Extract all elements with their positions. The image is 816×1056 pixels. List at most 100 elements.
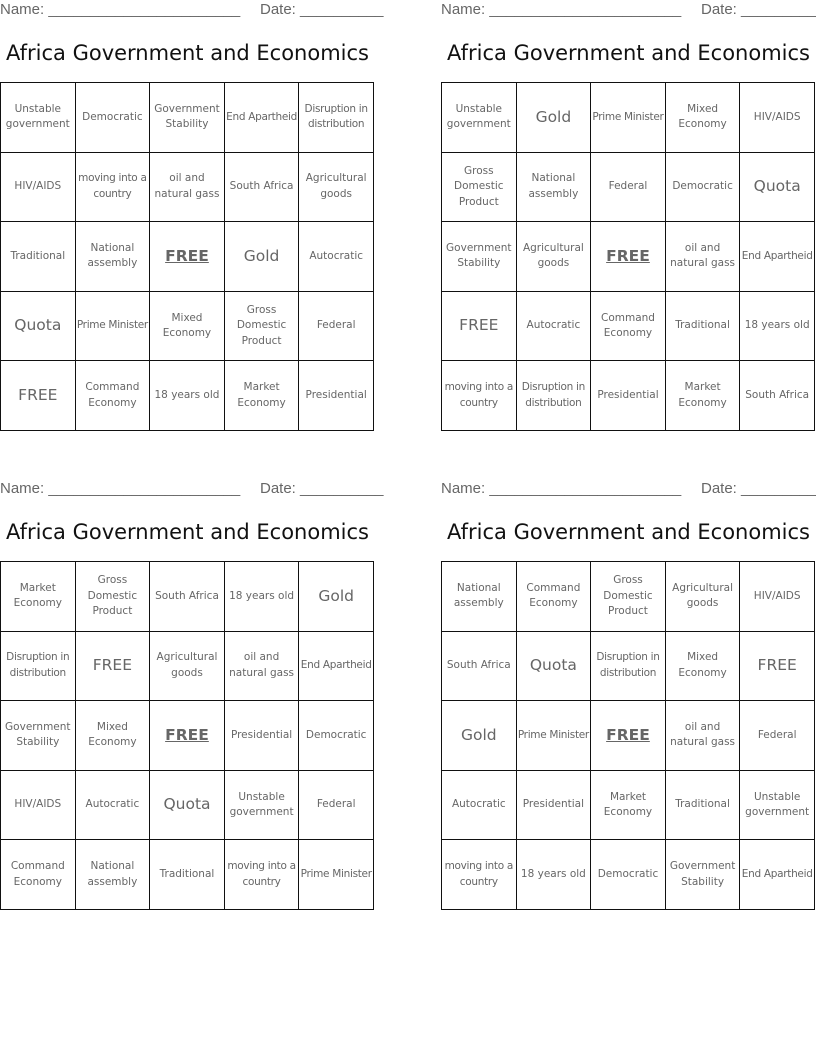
date-field-label: Date: __________ <box>260 1 384 18</box>
card-title: Africa Government and Economics <box>6 520 369 544</box>
bingo-cell: National assembly <box>515 151 592 223</box>
bingo-cell: Government Stability <box>664 839 741 910</box>
date-field-label: Date: __________ <box>701 480 816 497</box>
bingo-cell: Autocratic <box>515 290 592 362</box>
bingo-grid: Market Economy Gross Domestic Product Sout… <box>0 561 374 910</box>
bingo-cell: HIV/AIDS <box>0 151 76 223</box>
bingo-cell: 18 years old <box>223 561 300 632</box>
bingo-cell: Presidential <box>298 360 374 431</box>
bingo-cell: HIV/AIDS <box>739 82 815 153</box>
bingo-cell: Disruption in distribution <box>515 360 592 431</box>
bingo-cell: Democratic <box>664 151 741 223</box>
bingo-cell: 18 years old <box>739 290 815 362</box>
bingo-cell: Prime Minister <box>515 700 592 771</box>
free-space-center: FREE <box>590 221 666 292</box>
bingo-cell: Gross Domestic Product <box>441 151 517 223</box>
bingo-row: Government Stability Agricultural goods FR… <box>441 221 815 292</box>
name-field-label: Name: _______________________ <box>441 480 682 497</box>
bingo-grid: Unstable government Democratic Government … <box>0 82 374 431</box>
bingo-cell: Democratic <box>590 839 666 910</box>
bingo-cell: Prime Minister <box>590 82 666 153</box>
free-space-center: FREE <box>590 700 666 771</box>
bingo-cell: moving into a country <box>441 839 517 910</box>
bingo-cell: Market Economy <box>664 360 741 431</box>
bingo-cell: oil and natural gass <box>223 630 300 702</box>
bingo-cell: Quota <box>0 290 76 362</box>
bingo-cell: Prime Minister <box>298 839 374 910</box>
bingo-cell: Gold <box>441 700 517 771</box>
card-title: Africa Government and Economics <box>447 520 810 544</box>
bingo-cell: National assembly <box>441 561 517 632</box>
bingo-row: moving into a country 18 years old Democra… <box>441 839 815 910</box>
bingo-cell: Government Stability <box>0 700 76 771</box>
bingo-cell: Disruption in distribution <box>590 630 666 702</box>
bingo-row: FREE Autocratic Command Economy Traditional… <box>441 290 815 362</box>
bingo-cell: Gross Domestic Product <box>223 290 300 362</box>
name-date-bar: Name: _______________________ Date: ____… <box>441 1 816 21</box>
bingo-cell: National assembly <box>74 839 151 910</box>
bingo-cell: Market Economy <box>0 561 76 632</box>
bingo-row: HIV/AIDS moving into a country oil and nat… <box>0 151 374 223</box>
bingo-cell: oil and natural gass <box>664 700 741 771</box>
bingo-cell: HIV/AIDS <box>739 561 815 632</box>
bingo-cell: Market Economy <box>590 769 666 841</box>
bingo-cell: 18 years old <box>515 839 592 910</box>
free-space-center: FREE <box>149 700 225 771</box>
bingo-cell: Command Economy <box>515 561 592 632</box>
bingo-cell: Government Stability <box>149 82 225 153</box>
name-date-bar: Name: _______________________ Date: ____… <box>0 480 383 500</box>
bingo-cell: Mixed Economy <box>664 82 741 153</box>
card-title: Africa Government and Economics <box>6 41 369 65</box>
bingo-cell: Command Economy <box>74 360 151 431</box>
bingo-cell: Mixed Economy <box>149 290 225 362</box>
bingo-cell: Autocratic <box>441 769 517 841</box>
bingo-cell: Disruption in distribution <box>298 82 374 153</box>
bingo-cell: Unstable government <box>739 769 815 841</box>
bingo-cell: FREE <box>74 630 151 702</box>
bingo-cell: End Apartheid <box>298 630 374 702</box>
bingo-cell: Prime Minister <box>74 290 151 362</box>
bingo-cell: Presidential <box>223 700 300 771</box>
bingo-cell: Quota <box>149 769 225 841</box>
bingo-cell: Federal <box>298 290 374 362</box>
bingo-row: Traditional National assembly FREE Gold Auto… <box>0 221 374 292</box>
bingo-cell: Gold <box>515 82 592 153</box>
bingo-row: South Africa Quota Disruption in distribut… <box>441 630 815 702</box>
bingo-cell: Gold <box>298 561 374 632</box>
bingo-row: Government Stability Mixed Economy FREE Pre… <box>0 700 374 771</box>
bingo-cell: South Africa <box>739 360 815 431</box>
name-field-label: Name: _______________________ <box>0 1 241 18</box>
bingo-cell: 18 years old <box>149 360 225 431</box>
bingo-cell: End Apartheid <box>739 839 815 910</box>
bingo-row: Gold Prime Minister FREE oil and natural ga… <box>441 700 815 771</box>
bingo-cell: Quota <box>739 151 815 223</box>
name-date-bar: Name: _______________________ Date: ____… <box>441 480 816 500</box>
bingo-cell: moving into a country <box>223 839 300 910</box>
bingo-cell: Gross Domestic Product <box>590 561 666 632</box>
name-field-label: Name: _______________________ <box>0 480 241 497</box>
bingo-row: Gross Domestic Product National assembly F… <box>441 151 815 223</box>
date-field-label: Date: __________ <box>260 480 384 497</box>
bingo-row: FREE Command Economy 18 years old Market Ec… <box>0 360 374 431</box>
bingo-cell: oil and natural gass <box>149 151 225 223</box>
bingo-row: Unstable government Gold Prime Minister Mix… <box>441 82 815 153</box>
bingo-cell: Disruption in distribution <box>0 630 76 702</box>
bingo-row: Disruption in distribution FREE Agricultur… <box>0 630 374 702</box>
bingo-cell: moving into a country <box>74 151 151 223</box>
bingo-cell: Gross Domestic Product <box>74 561 151 632</box>
bingo-cell: moving into a country <box>441 360 517 431</box>
bingo-grid: Unstable government Gold Prime Minister Mix… <box>441 82 815 431</box>
bingo-cell: End Apartheid <box>739 221 815 292</box>
bingo-cell: FREE <box>0 360 76 431</box>
bingo-cell: Agricultural goods <box>664 561 741 632</box>
bingo-cell: Democratic <box>74 82 151 153</box>
bingo-cell: Agricultural goods <box>149 630 225 702</box>
bingo-cell: End Apartheid <box>223 82 300 153</box>
bingo-cell: South Africa <box>441 630 517 702</box>
bingo-cell: Traditional <box>664 769 741 841</box>
bingo-cell: Unstable government <box>0 82 76 153</box>
bingo-cell: Agricultural goods <box>298 151 374 223</box>
bingo-row: Command Economy National assembly Traditio… <box>0 839 374 910</box>
bingo-cell: Federal <box>739 700 815 771</box>
bingo-cell: Traditional <box>149 839 225 910</box>
